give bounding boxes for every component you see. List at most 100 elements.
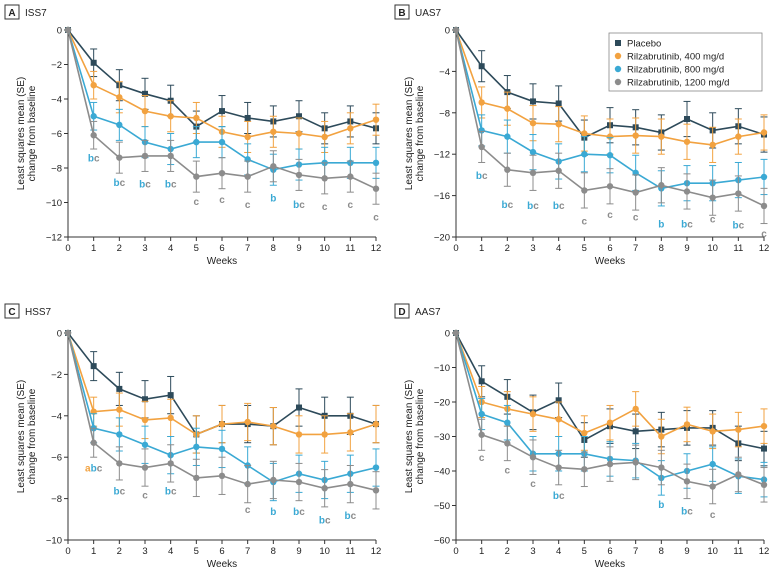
data-point: [555, 416, 562, 423]
data-point: [504, 133, 511, 140]
x-tick-label: 4: [168, 546, 173, 557]
data-point: [167, 392, 174, 399]
y-axis-title-line: change from baseline: [27, 388, 38, 484]
panel-letter: A: [8, 8, 15, 19]
significance-label: c: [219, 195, 225, 206]
significance-letter: b: [270, 193, 276, 204]
data-point: [244, 114, 251, 121]
data-point: [761, 445, 767, 452]
y-tick-label: 0: [445, 26, 450, 37]
panel-letter: B: [398, 8, 405, 19]
data-point: [555, 100, 562, 107]
data-point: [658, 133, 665, 140]
y-axis-title-line: Least squares mean (SE): [404, 77, 415, 190]
legend-marker: [614, 78, 622, 86]
legend-marker: [614, 65, 622, 73]
significance-letter: b: [113, 178, 119, 189]
significance-label: bc: [165, 180, 177, 191]
y-tick-label: −6: [51, 129, 62, 140]
series-1: [452, 329, 768, 455]
significance-letter: c: [142, 490, 148, 501]
data-point: [218, 169, 226, 177]
significance-letter: c: [145, 180, 151, 191]
data-point: [632, 459, 639, 466]
data-point: [760, 422, 768, 430]
legend-label: Rilzabrutinib, 800 mg/d: [627, 65, 724, 76]
data-point: [116, 460, 123, 467]
significance-label: c: [142, 490, 148, 501]
data-point: [90, 363, 97, 370]
significance-letter: c: [607, 210, 613, 221]
data-point: [606, 133, 614, 140]
data-point: [295, 171, 303, 179]
data-point: [581, 187, 588, 194]
data-point: [90, 132, 97, 139]
data-point: [709, 194, 716, 201]
y-axis-title-line: Least squares mean (SE): [16, 380, 27, 493]
data-point: [193, 138, 200, 146]
significance-label: c: [322, 202, 328, 213]
significance-label: bc: [293, 507, 305, 518]
significance-letter: c: [97, 464, 103, 475]
data-point: [321, 175, 328, 182]
significance-letter: c: [761, 229, 767, 240]
x-tick-label: 8: [659, 243, 664, 254]
data-point: [296, 404, 302, 411]
data-point: [218, 472, 226, 480]
panel-letter-box: [394, 303, 410, 319]
y-axis-title: Least squares mean (SE)change from basel…: [404, 380, 426, 493]
data-point: [167, 152, 174, 160]
significance-label: bc: [501, 200, 513, 211]
legend-item: Rilzabrutinib, 1200 mg/d: [614, 78, 729, 89]
significance-letter: b: [553, 491, 559, 502]
y-axis-title-line: change from baseline: [415, 85, 426, 181]
data-point: [90, 113, 97, 120]
data-point: [709, 483, 716, 490]
data-point: [529, 410, 537, 418]
data-point: [295, 130, 303, 137]
data-point: [347, 429, 354, 436]
data-point: [372, 159, 380, 167]
data-point: [218, 420, 226, 428]
significance-letter: b: [91, 464, 97, 475]
x-tick-label: 0: [65, 546, 70, 557]
significance-letter: c: [530, 479, 536, 490]
x-tick-label: 11: [345, 243, 355, 254]
x-tick-label: 0: [65, 243, 70, 254]
data-point: [581, 151, 588, 158]
data-point: [372, 487, 380, 494]
data-point: [529, 169, 537, 177]
data-point: [244, 133, 251, 141]
data-point: [735, 426, 742, 433]
significance-letter: b: [344, 511, 350, 522]
y-tick-label: −2: [51, 370, 62, 381]
significance-letter: c: [245, 505, 251, 516]
legend-label: Placebo: [627, 39, 661, 50]
data-point: [270, 163, 277, 170]
y-tick-label: 0: [57, 26, 62, 37]
x-tick-label: 3: [530, 243, 535, 254]
data-point: [606, 183, 614, 190]
data-point: [478, 143, 485, 151]
y-tick-label: −10: [46, 536, 62, 547]
x-tick-label: 10: [707, 243, 718, 254]
data-point: [193, 114, 200, 122]
significance-label: c: [245, 505, 251, 516]
panel-letter-box: [4, 303, 20, 319]
data-point: [270, 128, 277, 135]
data-point: [478, 378, 485, 385]
data-point: [606, 152, 614, 159]
significance-label: abc: [85, 464, 103, 475]
y-axis-title-line: change from baseline: [27, 85, 38, 181]
significance-letter: b: [293, 200, 299, 211]
x-tick-label: 11: [733, 546, 743, 557]
panel-letter: D: [398, 307, 405, 318]
data-point: [529, 454, 537, 461]
data-point: [141, 152, 149, 160]
x-tick-label: 3: [530, 546, 535, 557]
data-point: [606, 419, 614, 426]
significance-letter: c: [171, 486, 177, 497]
y-tick-label: −20: [434, 233, 450, 244]
significance-label: c: [633, 212, 639, 223]
